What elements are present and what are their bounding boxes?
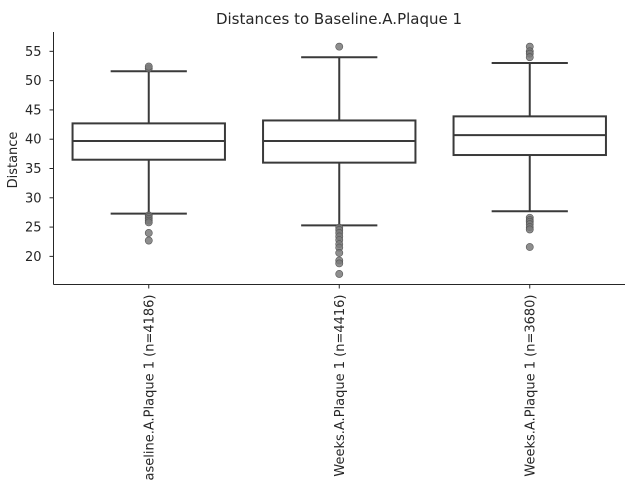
outlier-point (144, 62, 153, 71)
outlier-point (144, 236, 153, 245)
x-tick-label: 16 Weeks.A.Plaque 1 (n=3680) (523, 295, 538, 480)
outlier-point (335, 42, 344, 51)
outlier-point (144, 218, 153, 227)
outlier-point (335, 248, 344, 257)
y-tick-label: 20 (25, 250, 42, 265)
box-group (71, 62, 226, 245)
outlier-point (335, 270, 344, 278)
y-tick-label: 50 (25, 74, 42, 89)
box-group (452, 42, 607, 251)
y-tick-label: 25 (25, 221, 42, 236)
chart-title: Distances to Baseline.A.Plaque 1 (216, 10, 462, 28)
outlier-point (525, 225, 534, 234)
x-tick-label: Baseline.A.Plaque 1 (n=4186) (142, 295, 157, 480)
outlier-point (525, 53, 534, 62)
y-axis-label: Distance (6, 132, 21, 189)
y-axis-ticks: 20 25 30 35 40 45 50 55 (25, 45, 54, 265)
box-group (262, 42, 417, 278)
outlier-point (525, 243, 534, 251)
outlier-point (335, 259, 344, 268)
x-axis-ticks: Baseline.A.Plaque 1 (n=4186) 8 Weeks.A.Pl… (142, 284, 538, 480)
y-tick-label: 55 (25, 45, 42, 60)
y-tick-label: 30 (25, 191, 42, 206)
outlier-point (144, 229, 153, 237)
y-tick-label: 35 (25, 162, 42, 177)
y-tick-label: 45 (25, 103, 42, 118)
boxes (71, 42, 607, 278)
y-tick-label: 40 (25, 133, 42, 148)
x-tick-label: 8 Weeks.A.Plaque 1 (n=4416) (333, 295, 348, 480)
